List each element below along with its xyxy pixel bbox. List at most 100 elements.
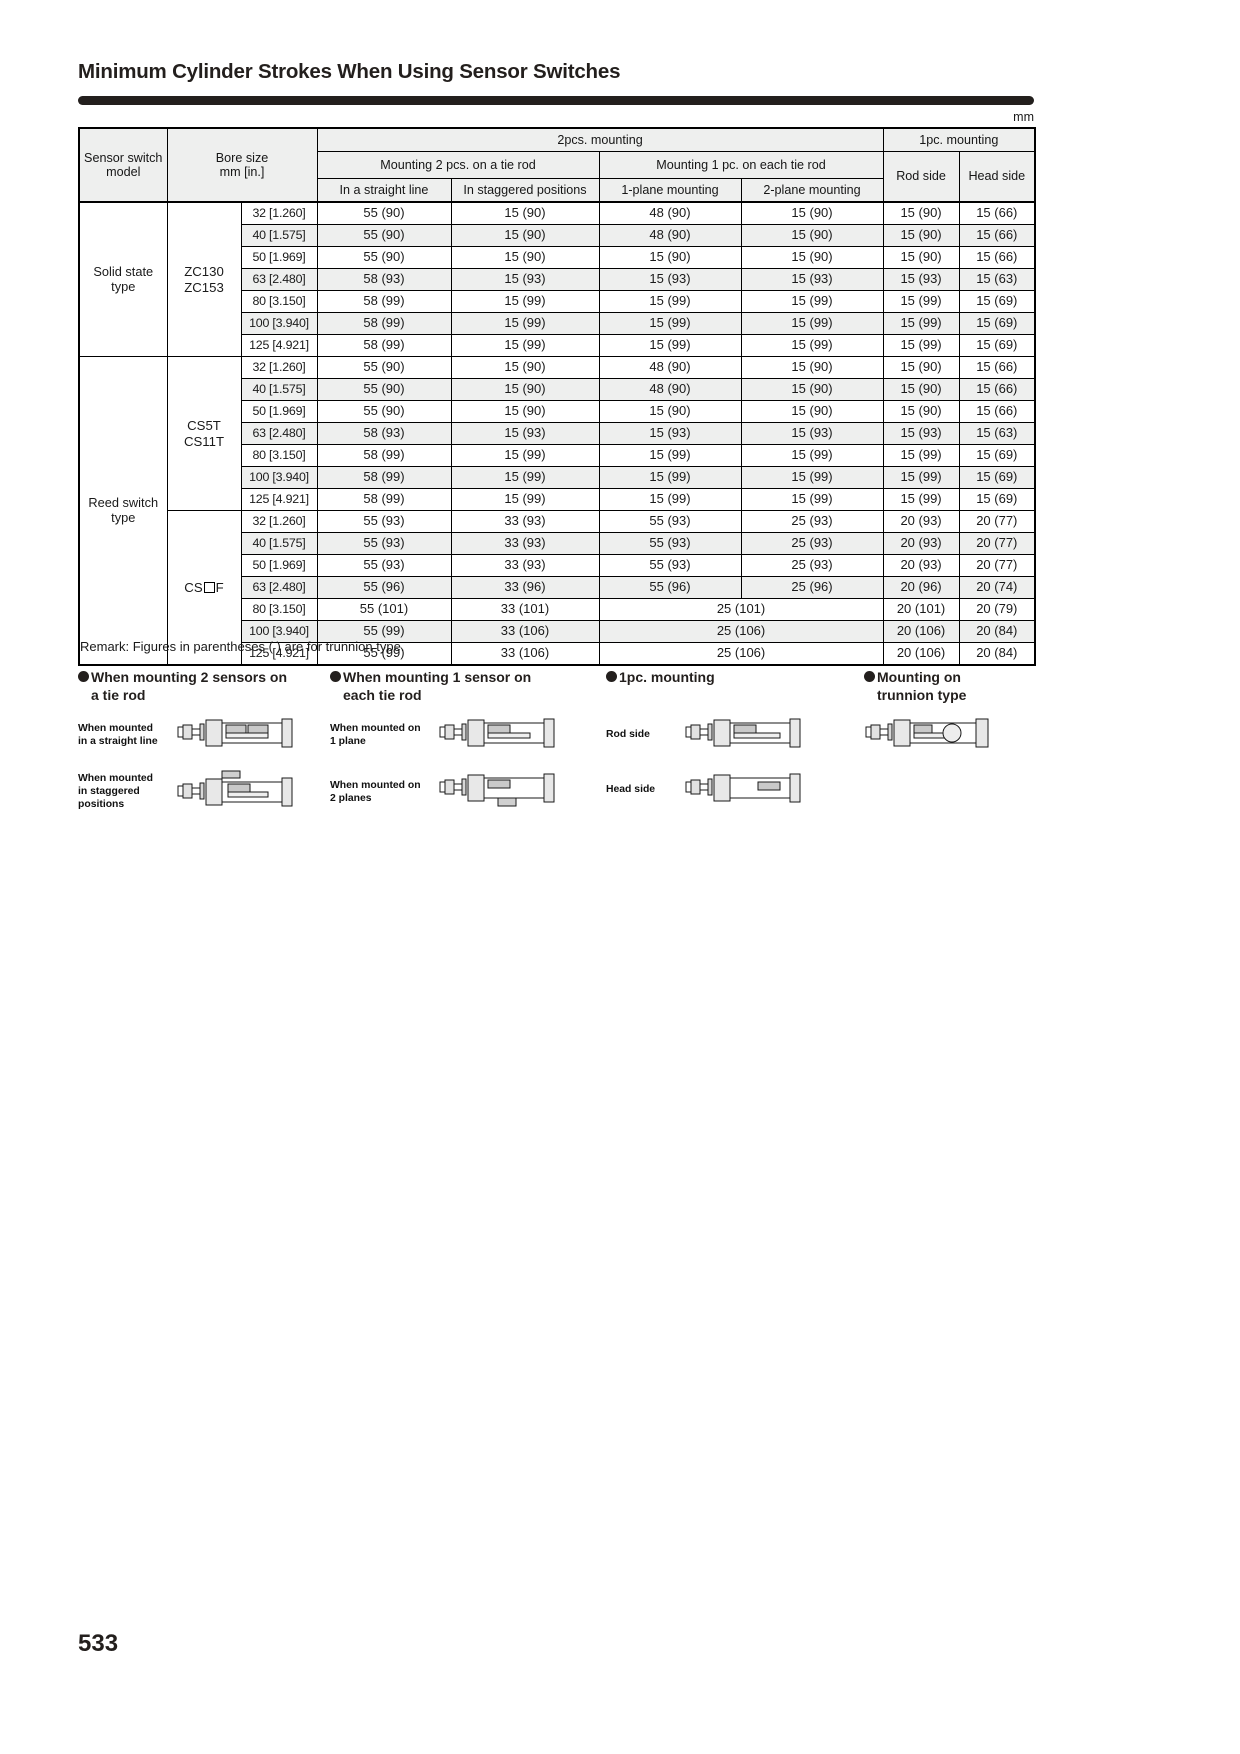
two-plane-mounting-cell: 15 (93) bbox=[740, 268, 884, 291]
figure-heading-text: When mounting 1 sensor on each tie rod bbox=[343, 668, 531, 705]
table-row: CS F 32 [1.260] 55 (93) 33 (93) 55 (93) 25 (93… bbox=[79, 510, 1037, 666]
figure-heading-text: 1pc. mounting bbox=[619, 668, 715, 686]
title-underline-rule bbox=[78, 96, 1034, 105]
rod-side-cell: 20 (93) bbox=[882, 532, 960, 555]
staggered-positions-cell-value: 33 (106) bbox=[500, 645, 550, 661]
two-plane-mounting-cell-value: 15 (90) bbox=[791, 227, 833, 243]
figure-heading-text: When mounting 2 sensors on a tie rod bbox=[91, 668, 287, 705]
straight-line-cell: 55 (93) bbox=[316, 554, 452, 577]
rod-side-cell: 15 (99) bbox=[882, 466, 960, 489]
two-plane-mounting-cell-value: 15 (93) bbox=[791, 425, 833, 441]
model-cell: ZC130 ZC153 bbox=[166, 201, 242, 357]
page-number: 533 bbox=[78, 1630, 119, 1657]
cylinder-svg bbox=[439, 718, 555, 748]
staggered-positions-cell-value: 15 (99) bbox=[504, 469, 546, 485]
header-bore-size-line2: mm [in.] bbox=[219, 165, 265, 179]
rod-side-cell: 15 (90) bbox=[882, 224, 960, 247]
table-row: 80 [3.150] 58 (99) 15 (99) 15 (99) 15 (99) 15… bbox=[79, 290, 1037, 313]
bore-size-cell-value: 125 [4.921] bbox=[249, 492, 309, 507]
model-cell: CS F bbox=[166, 510, 242, 666]
bore-size-cell-value: 100 [3.940] bbox=[249, 470, 309, 485]
head-side-cell: 15 (69) bbox=[958, 466, 1037, 489]
one-plane-mounting-cell: 15 (99) bbox=[598, 466, 742, 489]
rod-side-cell: 15 (99) bbox=[882, 312, 960, 335]
figure-heading-line1: Mounting on bbox=[877, 669, 961, 685]
rod-side-cell-value: 15 (99) bbox=[900, 469, 942, 485]
caption-line2: in a straight line bbox=[78, 735, 158, 747]
straight-line-cell: 55 (90) bbox=[316, 246, 452, 269]
rod-side-cell: 15 (90) bbox=[882, 356, 960, 379]
rod-side-cell: 15 (90) bbox=[882, 400, 960, 423]
table-row: 63 [2.480] 55 (96) 33 (96) 55 (96) 25 (96) 20… bbox=[79, 576, 1037, 599]
straight-line-cell: 58 (93) bbox=[316, 268, 452, 291]
cylinder-diagram-one-plane bbox=[438, 714, 556, 755]
staggered-positions-cell: 15 (90) bbox=[450, 400, 600, 423]
unit-note: mm bbox=[1013, 110, 1034, 124]
rod-side-cell: 15 (93) bbox=[882, 268, 960, 291]
caption-line1: Rod side bbox=[606, 729, 650, 740]
category-line2: type bbox=[111, 278, 136, 294]
bore-size-cell: 100 [3.940] bbox=[240, 466, 318, 489]
staggered-positions-cell: 15 (93) bbox=[450, 268, 600, 291]
head-side-cell-value: 15 (66) bbox=[976, 381, 1018, 397]
head-side-cell-value: 15 (69) bbox=[976, 491, 1018, 507]
two-plane-mounting-cell: 15 (99) bbox=[740, 466, 884, 489]
table-body: Solid state type ZC130 ZC153 32 [1.260] 55 (9… bbox=[78, 201, 1037, 666]
bore-size-cell: 80 [3.150] bbox=[240, 598, 318, 621]
staggered-positions-cell-value: 15 (90) bbox=[504, 205, 546, 221]
figure-caption: When mounted in a straight line bbox=[78, 722, 176, 748]
straight-line-cell-value: 55 (90) bbox=[363, 359, 405, 375]
caption-line1: When mounted on bbox=[330, 779, 421, 791]
head-side-cell: 20 (77) bbox=[958, 554, 1037, 577]
rod-side-cell: 20 (101) bbox=[882, 598, 960, 621]
rod-side-cell-value: 20 (93) bbox=[900, 535, 942, 551]
straight-line-cell-value: 58 (99) bbox=[363, 293, 405, 309]
straight-line-cell-value: 55 (93) bbox=[363, 557, 405, 573]
table-row: Reed switch type CS5T CS11T 32 [1.260] 55 (90… bbox=[78, 356, 1037, 666]
straight-line-cell-value: 58 (99) bbox=[363, 491, 405, 507]
caption-line2: in staggered bbox=[78, 786, 140, 797]
head-side-cell-value: 20 (77) bbox=[976, 557, 1018, 573]
bore-size-cell-value: 100 [3.940] bbox=[249, 316, 309, 331]
two-plane-mounting-cell: 15 (90) bbox=[740, 356, 884, 379]
straight-line-cell: 58 (99) bbox=[316, 466, 452, 489]
rod-side-cell-value: 15 (90) bbox=[900, 249, 942, 265]
bore-size-cell-value: 100 [3.940] bbox=[249, 624, 309, 639]
staggered-positions-cell: 15 (99) bbox=[450, 312, 600, 335]
staggered-positions-cell-value: 33 (101) bbox=[500, 601, 550, 617]
figure-heading-line1: When mounting 2 sensors on bbox=[91, 669, 288, 685]
bore-size-cell: 100 [3.940] bbox=[240, 312, 318, 335]
bullet-icon bbox=[606, 671, 617, 682]
category-cell: Solid state type bbox=[78, 201, 168, 357]
bore-size-cell: 125 [4.921] bbox=[240, 642, 318, 666]
rod-side-cell: 20 (93) bbox=[882, 510, 960, 533]
rod-side-cell-value: 15 (90) bbox=[900, 359, 942, 375]
figure-item-one-plane: When mounted on 1 plane bbox=[330, 714, 556, 755]
cylinder-diagram-two-plane bbox=[438, 769, 556, 814]
figure-heading-line2: trunnion type bbox=[877, 687, 967, 704]
head-side-cell: 20 (84) bbox=[958, 642, 1037, 666]
staggered-positions-cell-value: 15 (99) bbox=[504, 315, 546, 331]
table-row: 80 [3.150] 55 (101) 33 (101) 25 (101) 20 (10… bbox=[79, 598, 1037, 621]
two-plane-mounting-cell-value: 15 (99) bbox=[791, 491, 833, 507]
model-prefix: CS bbox=[184, 579, 203, 595]
rod-side-cell-value: 20 (101) bbox=[896, 601, 946, 617]
head-side-cell: 20 (74) bbox=[958, 576, 1037, 599]
one-plane-mounting-cell: 15 (99) bbox=[598, 334, 742, 357]
figure-group-1pc-mounting: 1pc. mounting Rod side bbox=[606, 668, 866, 803]
one-plane-mounting-cell-value: 15 (99) bbox=[649, 293, 691, 309]
staggered-positions-cell-value: 15 (93) bbox=[504, 425, 546, 441]
rod-side-cell: 20 (96) bbox=[882, 576, 960, 599]
head-side-cell-value: 15 (63) bbox=[976, 271, 1018, 287]
one-plane-mounting-cell: 15 (99) bbox=[598, 444, 742, 467]
table-row: 50 [1.969] 55 (90) 15 (90) 15 (90) 15 (90) 15… bbox=[79, 400, 1037, 423]
figure-heading-text: Mounting on trunnion type bbox=[877, 668, 966, 705]
category-line2: type bbox=[111, 509, 136, 525]
staggered-positions-cell: 15 (90) bbox=[450, 224, 600, 247]
straight-line-cell: 55 (90) bbox=[316, 378, 452, 401]
model-line2: CS11T bbox=[183, 433, 225, 449]
rod-side-cell: 15 (99) bbox=[882, 488, 960, 511]
staggered-positions-cell-value: 15 (99) bbox=[504, 447, 546, 463]
bore-size-cell: 63 [2.480] bbox=[240, 422, 318, 445]
bore-size-cell-value: 125 [4.921] bbox=[249, 338, 309, 353]
